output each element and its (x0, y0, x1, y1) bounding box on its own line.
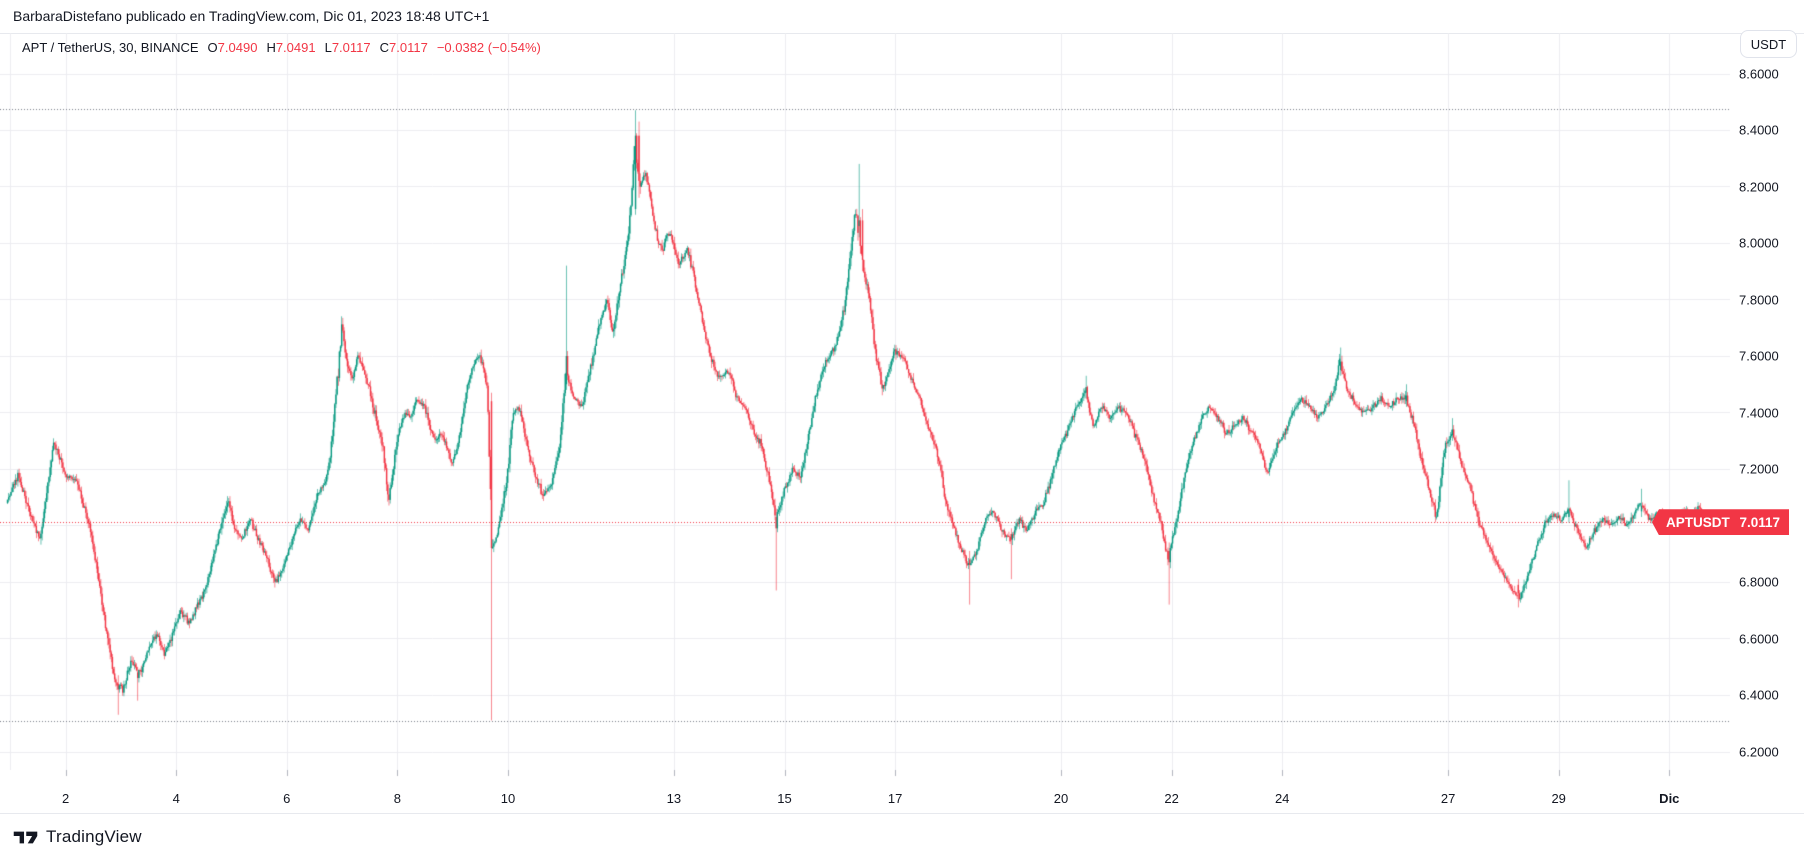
time-tick-label: 15 (777, 791, 792, 806)
time-tick-label: 4 (172, 791, 180, 806)
price-tick-label: 8.2000 (1739, 179, 1779, 194)
time-tick-label: 17 (887, 791, 903, 806)
time-tick-label: 20 (1053, 791, 1069, 806)
time-tick-label: 27 (1440, 791, 1456, 806)
price-tick-label: 7.8000 (1739, 292, 1779, 307)
price-tick-label: 8.6000 (1739, 66, 1779, 81)
chart-legend: APT / TetherUS, 30, BINANCE O7.0490 H7.049… (22, 40, 541, 55)
time-tick-label: 2 (61, 791, 70, 806)
time-tick-label: 13 (666, 791, 682, 806)
open-value: 7.0490 (217, 40, 258, 55)
low-value: 7.0117 (331, 40, 371, 55)
price-tick-label: 7.4000 (1739, 405, 1779, 420)
time-axis[interactable] (0, 778, 1730, 813)
currency-toggle-button[interactable]: USDT (1740, 30, 1797, 58)
time-tick-label: Dic (1659, 791, 1680, 806)
tradingview-logo-icon (13, 831, 38, 843)
attribution-link[interactable]: BarbaraDistefano publicado en TradingVie… (13, 8, 490, 24)
last-price-badge: APTUSDT 7.0117 (1652, 509, 1789, 536)
open-label: O (207, 40, 218, 55)
time-tick-label: 24 (1274, 791, 1290, 806)
price-tick-label: 8.4000 (1739, 122, 1779, 138)
low-label: L (324, 40, 332, 55)
time-tick-label: 22 (1164, 791, 1179, 806)
price-chart-canvas[interactable] (0, 33, 1804, 778)
price-tick-label: 6.6000 (1739, 631, 1779, 646)
time-tick-label: 6 (283, 791, 291, 806)
close-value: 7.0117 (389, 40, 428, 55)
time-tick-label: 8 (393, 791, 402, 806)
symbol-title: APT / TetherUS, 30, BINANCE (22, 40, 199, 55)
price-tick-label: 8.0000 (1739, 235, 1779, 251)
close-label: C (379, 40, 390, 55)
price-tick-label: 6.8000 (1739, 574, 1779, 590)
price-tick-label: 7.2000 (1739, 461, 1779, 477)
high-label: H (266, 40, 276, 55)
badge-price: 7.0117 (1739, 514, 1780, 530)
price-tick-label: 6.4000 (1739, 687, 1779, 703)
price-tick-label: 6.2000 (1739, 744, 1779, 759)
time-tick-label: 10 (500, 791, 516, 806)
badge-symbol: APTUSDT (1666, 514, 1730, 530)
high-value: 7.0491 (275, 40, 316, 55)
time-tick-label: 29 (1551, 791, 1566, 806)
change-value: −0.0382 (−0.54%) (436, 40, 541, 55)
tradingview-logo-text: TradingView (46, 827, 142, 846)
tradingview-logo[interactable]: TradingView (13, 827, 142, 847)
axis-separator (0, 813, 1804, 814)
price-tick-label: 7.6000 (1739, 348, 1779, 364)
